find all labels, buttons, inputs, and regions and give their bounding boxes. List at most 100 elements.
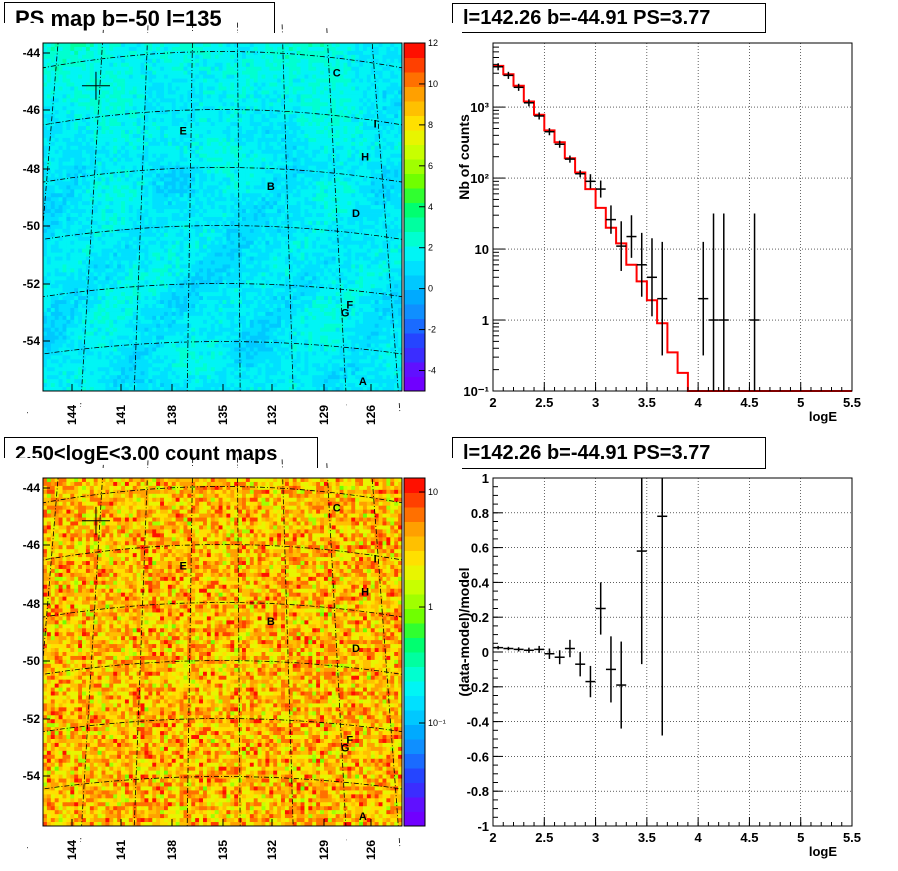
map-cell bbox=[320, 79, 324, 83]
map-cell bbox=[242, 47, 246, 51]
map-cell bbox=[152, 67, 156, 71]
map-cell bbox=[316, 122, 320, 126]
map-cell bbox=[293, 162, 297, 166]
map-cell bbox=[160, 217, 164, 221]
map-cell bbox=[168, 79, 172, 83]
map-cell bbox=[250, 245, 254, 249]
map-cell bbox=[191, 237, 195, 241]
map-cell bbox=[63, 189, 67, 193]
map-cell bbox=[176, 209, 180, 213]
map-cell bbox=[70, 201, 74, 205]
map-cell bbox=[375, 90, 379, 94]
map-cell bbox=[164, 185, 168, 189]
map-cell bbox=[109, 181, 113, 185]
map-cell bbox=[215, 63, 219, 67]
map-cell bbox=[82, 201, 86, 205]
map-cell bbox=[176, 166, 180, 170]
map-cell bbox=[262, 87, 266, 91]
map-cell bbox=[98, 229, 102, 233]
map-cell bbox=[316, 118, 320, 122]
map-cell bbox=[293, 43, 297, 47]
map-cell bbox=[269, 197, 273, 201]
map-cell bbox=[273, 197, 277, 201]
map-cell bbox=[137, 162, 141, 166]
map-cell bbox=[340, 213, 344, 217]
map-cell bbox=[160, 221, 164, 225]
map-cell bbox=[74, 181, 78, 185]
map-cell bbox=[172, 229, 176, 233]
map-cell bbox=[336, 185, 340, 189]
map-cell bbox=[183, 150, 187, 154]
map-cell bbox=[219, 150, 223, 154]
map-cell bbox=[98, 237, 102, 241]
map-cell bbox=[191, 118, 195, 122]
map-cell bbox=[293, 170, 297, 174]
map-cell bbox=[355, 189, 359, 193]
map-cell bbox=[129, 71, 133, 75]
map-cell bbox=[102, 102, 106, 106]
map-cell bbox=[332, 209, 336, 213]
map-cell bbox=[367, 170, 371, 174]
map-cell bbox=[211, 158, 215, 162]
map-cell bbox=[304, 126, 308, 130]
map-cell bbox=[355, 63, 359, 67]
map-cell bbox=[129, 114, 133, 118]
map-cell bbox=[219, 126, 223, 130]
map-cell bbox=[359, 94, 363, 98]
map-cell bbox=[371, 245, 375, 249]
map-cell bbox=[324, 122, 328, 126]
map-cell bbox=[180, 158, 184, 162]
map-cell bbox=[246, 122, 250, 126]
map-cell bbox=[234, 162, 238, 166]
map-cell bbox=[117, 122, 121, 126]
map-cell bbox=[281, 181, 285, 185]
map-cell bbox=[230, 205, 234, 209]
map-cell bbox=[195, 245, 199, 249]
map-cell bbox=[82, 197, 86, 201]
map-cell bbox=[148, 177, 152, 181]
map-cell bbox=[59, 110, 63, 114]
map-cell bbox=[382, 217, 386, 221]
map-cell bbox=[355, 87, 359, 91]
map-cell bbox=[332, 110, 336, 114]
map-cell bbox=[168, 241, 172, 245]
map-cell bbox=[246, 174, 250, 178]
map-cell bbox=[172, 185, 176, 189]
map-cell bbox=[203, 118, 207, 122]
map-cell bbox=[98, 98, 102, 102]
map-cell bbox=[109, 245, 113, 249]
map-cell bbox=[125, 205, 129, 209]
map-cell bbox=[308, 213, 312, 217]
map-cell bbox=[105, 102, 109, 106]
map-cell bbox=[273, 241, 277, 245]
map-cell bbox=[371, 158, 375, 162]
map-cell bbox=[121, 146, 125, 150]
map-cell bbox=[234, 154, 238, 158]
map-cell bbox=[59, 55, 63, 59]
map-cell bbox=[379, 146, 383, 150]
map-cell bbox=[129, 122, 133, 126]
map-cell bbox=[254, 241, 258, 245]
map-cell bbox=[246, 166, 250, 170]
map-cell bbox=[234, 197, 238, 201]
map-cell bbox=[277, 205, 281, 209]
map-cell bbox=[246, 114, 250, 118]
map-cell bbox=[156, 114, 160, 118]
map-cell bbox=[74, 114, 78, 118]
map-cell bbox=[367, 146, 371, 150]
map-cell bbox=[285, 94, 289, 98]
map-cell bbox=[203, 170, 207, 174]
map-cell bbox=[265, 225, 269, 229]
map-cell bbox=[203, 189, 207, 193]
map-cell bbox=[63, 71, 67, 75]
map-cell bbox=[304, 158, 308, 162]
map-cell bbox=[379, 59, 383, 63]
map-cell bbox=[367, 197, 371, 201]
map-cell bbox=[367, 201, 371, 205]
map-cell bbox=[359, 114, 363, 118]
map-cell bbox=[55, 174, 59, 178]
map-cell bbox=[66, 245, 70, 249]
map-cell bbox=[82, 138, 86, 142]
map-cell bbox=[316, 205, 320, 209]
map-cell bbox=[390, 241, 394, 245]
